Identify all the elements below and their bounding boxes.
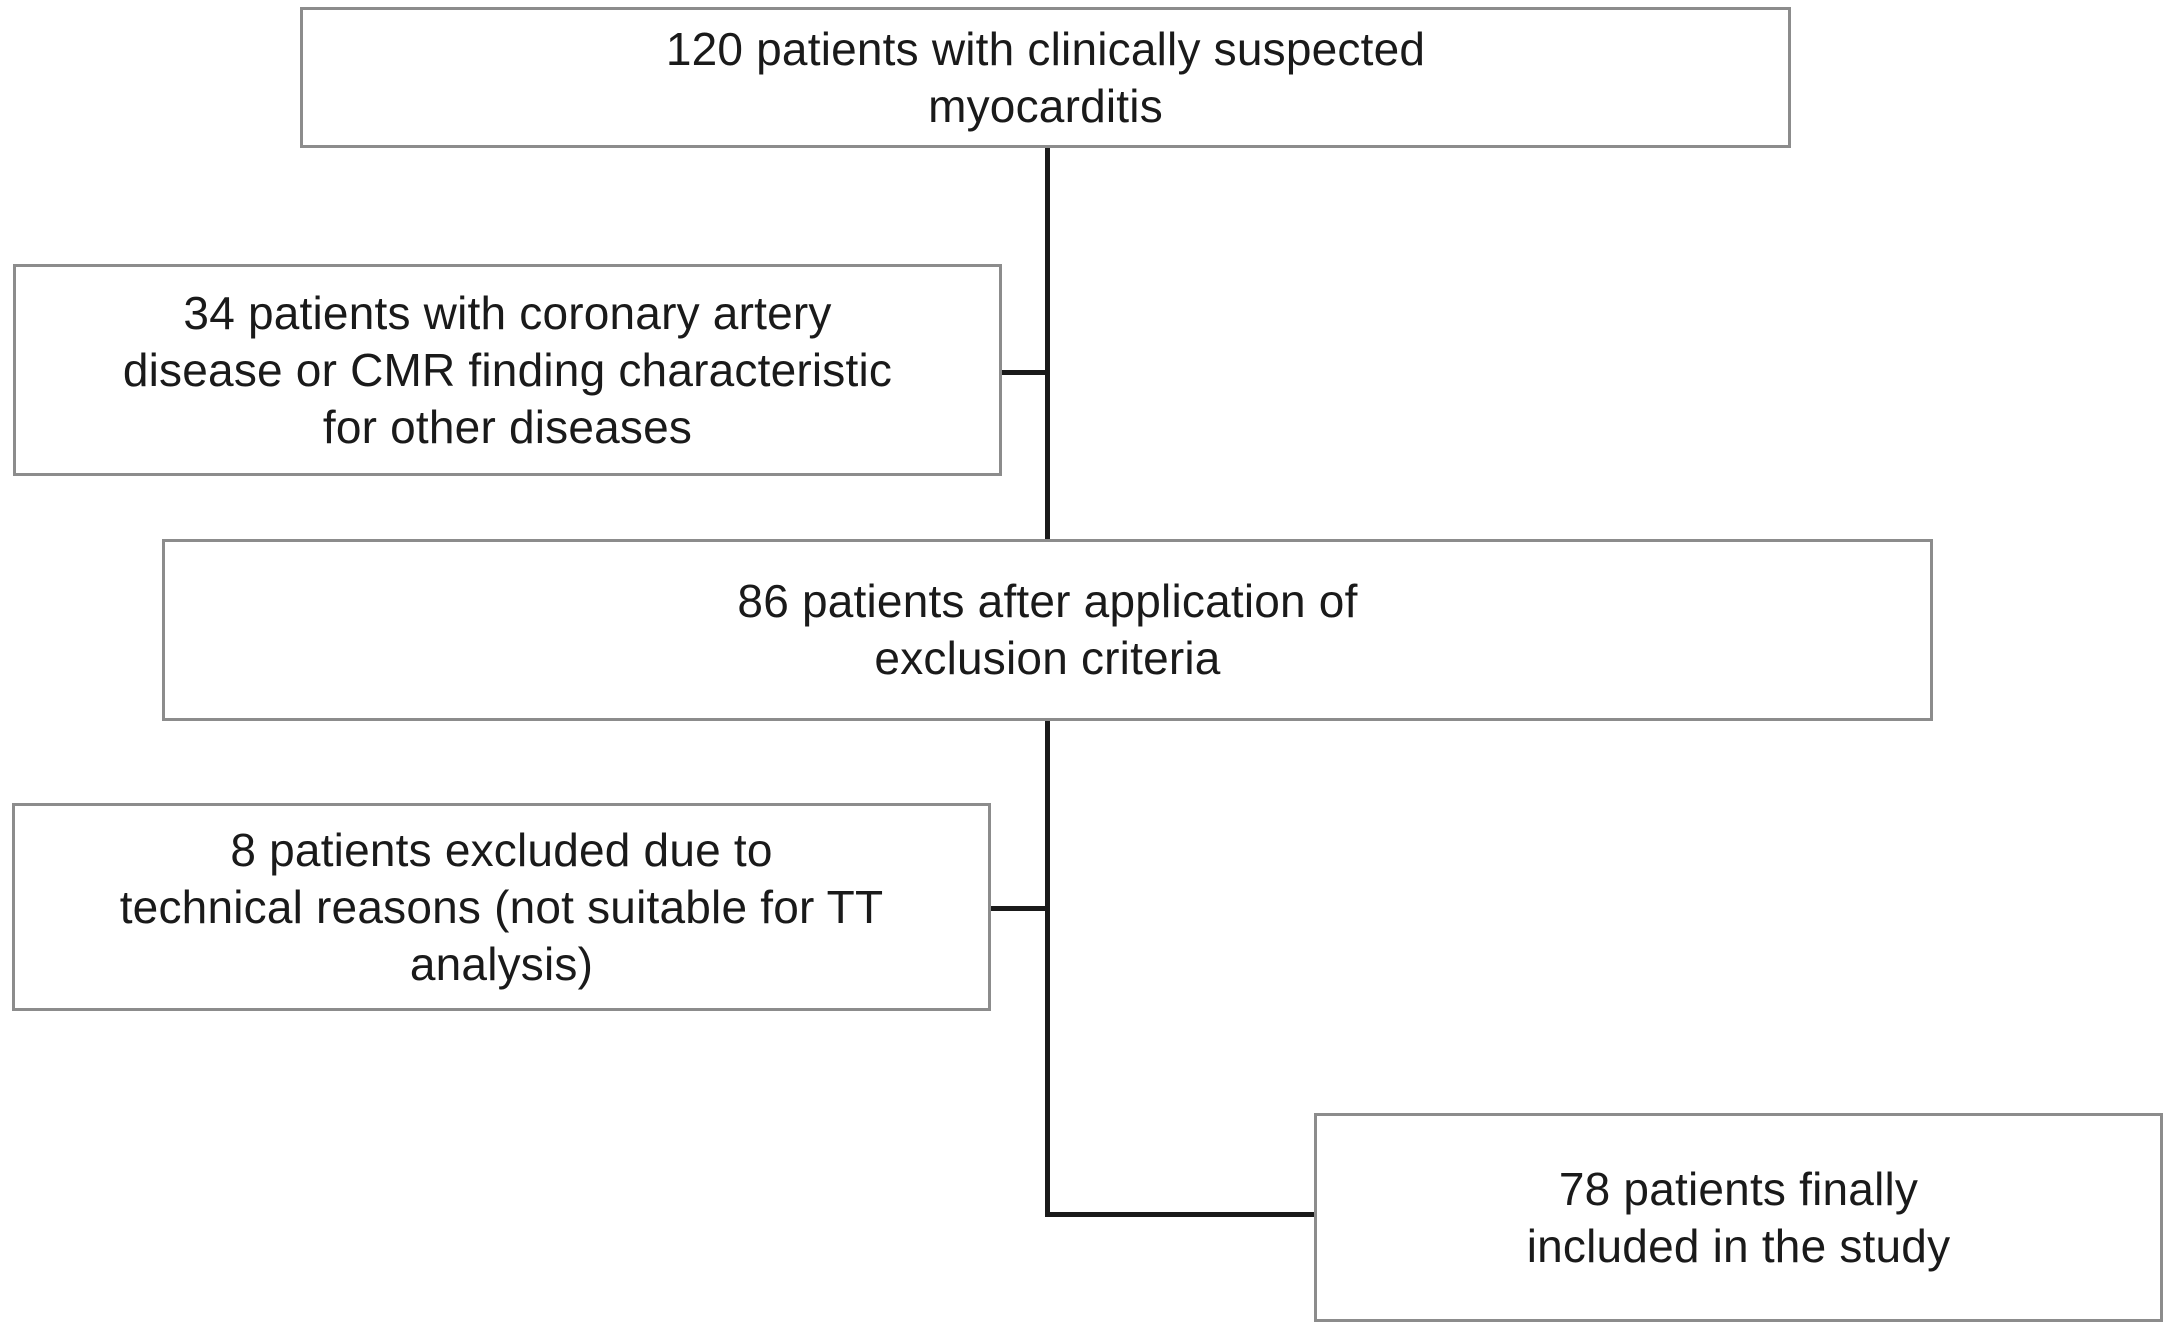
node-text-line: myocarditis [928, 79, 1163, 132]
node-finally-included: 78 patients finally included in the stud… [1314, 1113, 2163, 1322]
connector-branch-excluded-8 [989, 906, 1047, 911]
node-excluded-cad-cmr: 34 patients with coronary artery disease… [13, 264, 1002, 476]
node-text-line: 78 patients finally [1558, 1162, 1919, 1215]
connector-vertical-bottom [1045, 721, 1050, 1217]
connector-branch-excluded-34 [1000, 370, 1047, 375]
node-text-line: exclusion criteria [874, 632, 1221, 684]
node-text-line: included in the study [1526, 1219, 1951, 1272]
connector-vertical-top [1045, 148, 1050, 539]
connector-elbow-to-final [1045, 1212, 1316, 1217]
node-text-line: 34 patients with coronary artery [183, 286, 832, 339]
node-suspected-myocarditis: 120 patients with clinically suspected m… [300, 7, 1791, 148]
node-text-line: 8 patients excluded due to [230, 823, 773, 876]
node-excluded-technical-reasons: 8 patients excluded due to technical rea… [12, 803, 991, 1011]
node-text-line: 120 patients with clinically suspected [665, 22, 1426, 75]
node-text-line: 86 patients after application of [737, 575, 1358, 627]
node-text-line: disease or CMR finding characteristic [122, 343, 893, 396]
node-after-exclusion-criteria: 86 patients after application of exclusi… [162, 539, 1933, 721]
node-text-line: for other diseases [322, 400, 693, 453]
node-text-line: analysis) [409, 937, 594, 990]
node-text-line: technical reasons (not suitable for TT [119, 880, 884, 933]
